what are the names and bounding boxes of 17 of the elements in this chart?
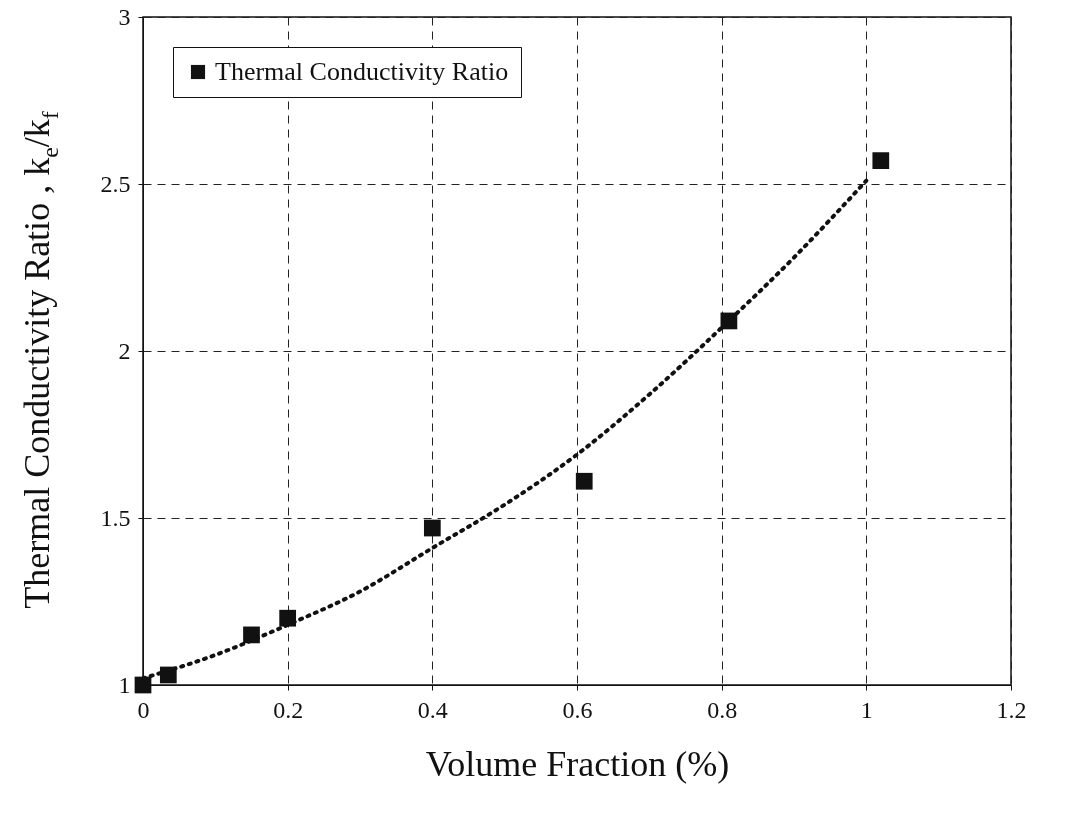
point: [575, 472, 593, 490]
point: [872, 152, 890, 169]
x-tick-label: 0: [137, 696, 150, 723]
point: [423, 519, 441, 537]
x-tick-label: 0.2: [273, 696, 304, 723]
x-tick-label: 0.4: [417, 696, 448, 723]
legend-label: Thermal Conductivity Ratio: [215, 57, 509, 86]
y-tick-label: 1.5: [100, 504, 131, 531]
x-tick-label: 0.8: [707, 696, 738, 723]
y-tick-label: 3: [118, 3, 131, 30]
x-axis-title: Volume Fraction (%): [425, 743, 730, 784]
y-tick-label: 2: [118, 337, 131, 364]
x-tick-label: 0.6: [562, 696, 593, 723]
y-tick-label: 2.5: [100, 170, 131, 197]
x-tick-label: 1.2: [996, 696, 1027, 723]
x-tick-label: 1: [860, 696, 873, 723]
y-tick-label: 1: [118, 671, 131, 698]
